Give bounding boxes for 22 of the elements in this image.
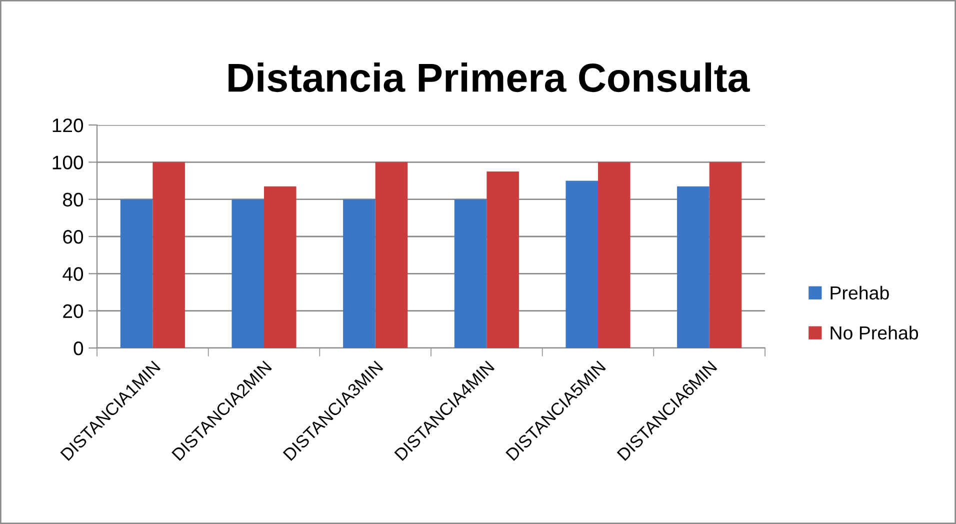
bar	[486, 171, 519, 348]
bar	[232, 199, 264, 348]
bar	[375, 162, 408, 348]
bar	[264, 186, 296, 348]
bar	[677, 186, 710, 348]
bar	[120, 199, 153, 348]
bar	[566, 180, 598, 348]
chart-title: Distancia Primera Consulta	[228, 62, 750, 92]
y-tick-label: 80	[63, 192, 84, 207]
y-tick-label: 20	[63, 304, 84, 318]
bar	[598, 162, 630, 348]
y-tick-label: 100	[52, 156, 84, 170]
y-tick-label: 120	[52, 118, 84, 132]
legend-label: No Prehab	[830, 326, 918, 340]
bar	[343, 199, 376, 348]
y-tick-label: 60	[63, 230, 84, 244]
bar	[152, 162, 185, 348]
y-tick-label: 40	[62, 267, 84, 281]
bar	[454, 199, 487, 348]
bar	[709, 162, 742, 348]
legend-label: Prehab	[830, 286, 889, 300]
y-tick-label: 0	[74, 341, 84, 356]
